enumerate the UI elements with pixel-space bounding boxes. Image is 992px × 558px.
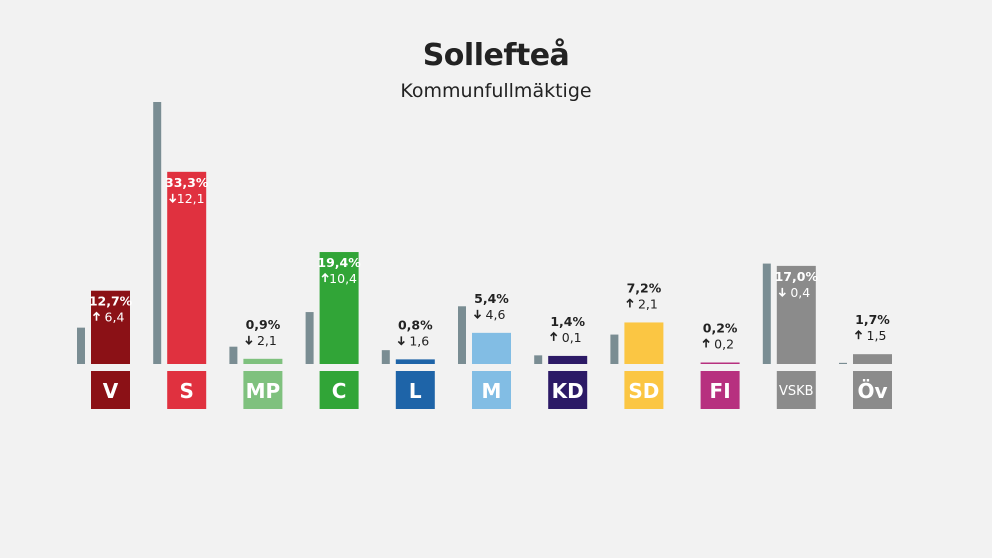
chart-subtitle: Kommunfullmäktige	[400, 80, 592, 102]
bar-0	[91, 290, 130, 364]
bar-8	[700, 362, 740, 364]
previous-bar-6	[534, 355, 543, 364]
category-box-1	[167, 371, 207, 409]
arrow-up-icon-7	[626, 298, 634, 308]
bar-2	[243, 358, 283, 364]
value-label-1: 33,3%	[165, 175, 209, 190]
value-label-9: 17,0%	[775, 269, 819, 284]
value-label-2: 0,9%	[246, 317, 281, 332]
previous-bar-3	[305, 312, 314, 364]
category-box-2	[243, 371, 283, 409]
category-box-0	[91, 371, 130, 409]
category-label-2: MP	[246, 379, 281, 403]
previous-bar-4	[381, 350, 390, 364]
change-label-1: 12,1	[177, 191, 205, 206]
category-box-5	[472, 371, 511, 409]
bar-10	[853, 354, 892, 364]
category-box-6	[548, 371, 588, 409]
category-label-3: C	[332, 379, 347, 403]
arrow-down-icon-2	[245, 335, 253, 345]
change-label-0: 6,4	[105, 310, 125, 325]
category-label-7: SD	[628, 379, 659, 403]
value-label-4: 0,8%	[398, 317, 433, 332]
category-label-8: FI	[710, 379, 731, 403]
arrow-down-icon-9	[778, 287, 786, 298]
category-label-0: V	[103, 379, 119, 403]
category-box-3	[319, 371, 359, 409]
change-label-2: 2,1	[257, 333, 277, 348]
change-label-5: 4,6	[486, 307, 506, 322]
previous-bar-0	[77, 327, 85, 364]
previous-bar-2	[229, 346, 238, 364]
arrow-up-icon-0	[92, 311, 101, 321]
value-label-6: 1,4%	[550, 314, 585, 329]
value-label-10: 1,7%	[855, 312, 890, 327]
bar-1	[167, 171, 207, 364]
category-box-10	[853, 371, 892, 409]
value-label-0: 12,7%	[89, 294, 133, 309]
category-label-9: VSKB	[779, 384, 814, 399]
category-label-6: KD	[552, 379, 584, 403]
previous-bar-1	[153, 102, 162, 364]
change-label-4: 1,6	[409, 333, 429, 348]
previous-bar-10	[839, 362, 847, 364]
change-label-9: 0,4	[790, 285, 810, 300]
bar-5	[472, 332, 511, 364]
category-box-4	[395, 371, 435, 409]
category-label-1: S	[179, 379, 193, 403]
arrow-down-icon-4	[397, 336, 405, 346]
category-box-9	[776, 371, 816, 409]
category-box-7	[624, 371, 664, 409]
previous-bar-5	[458, 306, 466, 364]
arrow-down-icon-5	[473, 309, 482, 319]
bar-9	[776, 265, 816, 364]
bar-4	[395, 359, 435, 364]
value-label-3: 19,4%	[317, 255, 361, 270]
change-label-6: 0,1	[562, 330, 582, 345]
value-label-8: 0,2%	[703, 321, 738, 336]
bar-3	[319, 252, 359, 364]
value-label-7: 7,2%	[627, 280, 662, 295]
category-label-5: M	[482, 379, 502, 403]
previous-bar-7	[610, 334, 619, 364]
chart-title: Sollefteå	[422, 38, 570, 73]
arrow-up-icon-3	[321, 272, 329, 283]
previous-bar-9	[762, 263, 771, 364]
change-label-8: 0,2	[714, 337, 734, 352]
arrow-up-icon-10	[854, 330, 863, 340]
change-label-3: 10,4	[329, 271, 357, 286]
change-label-10: 1,5	[867, 328, 887, 343]
category-label-4: L	[409, 379, 422, 403]
category-label-10: Öv	[857, 379, 887, 403]
arrow-up-icon-6	[550, 331, 558, 341]
bar-6	[548, 355, 588, 364]
bar-7	[624, 322, 664, 364]
arrow-up-icon-8	[702, 338, 710, 348]
value-label-5: 5,4%	[474, 291, 509, 306]
arrow-down-icon-1	[169, 193, 177, 203]
change-label-7: 2,1	[638, 296, 658, 311]
category-box-8	[700, 371, 740, 409]
